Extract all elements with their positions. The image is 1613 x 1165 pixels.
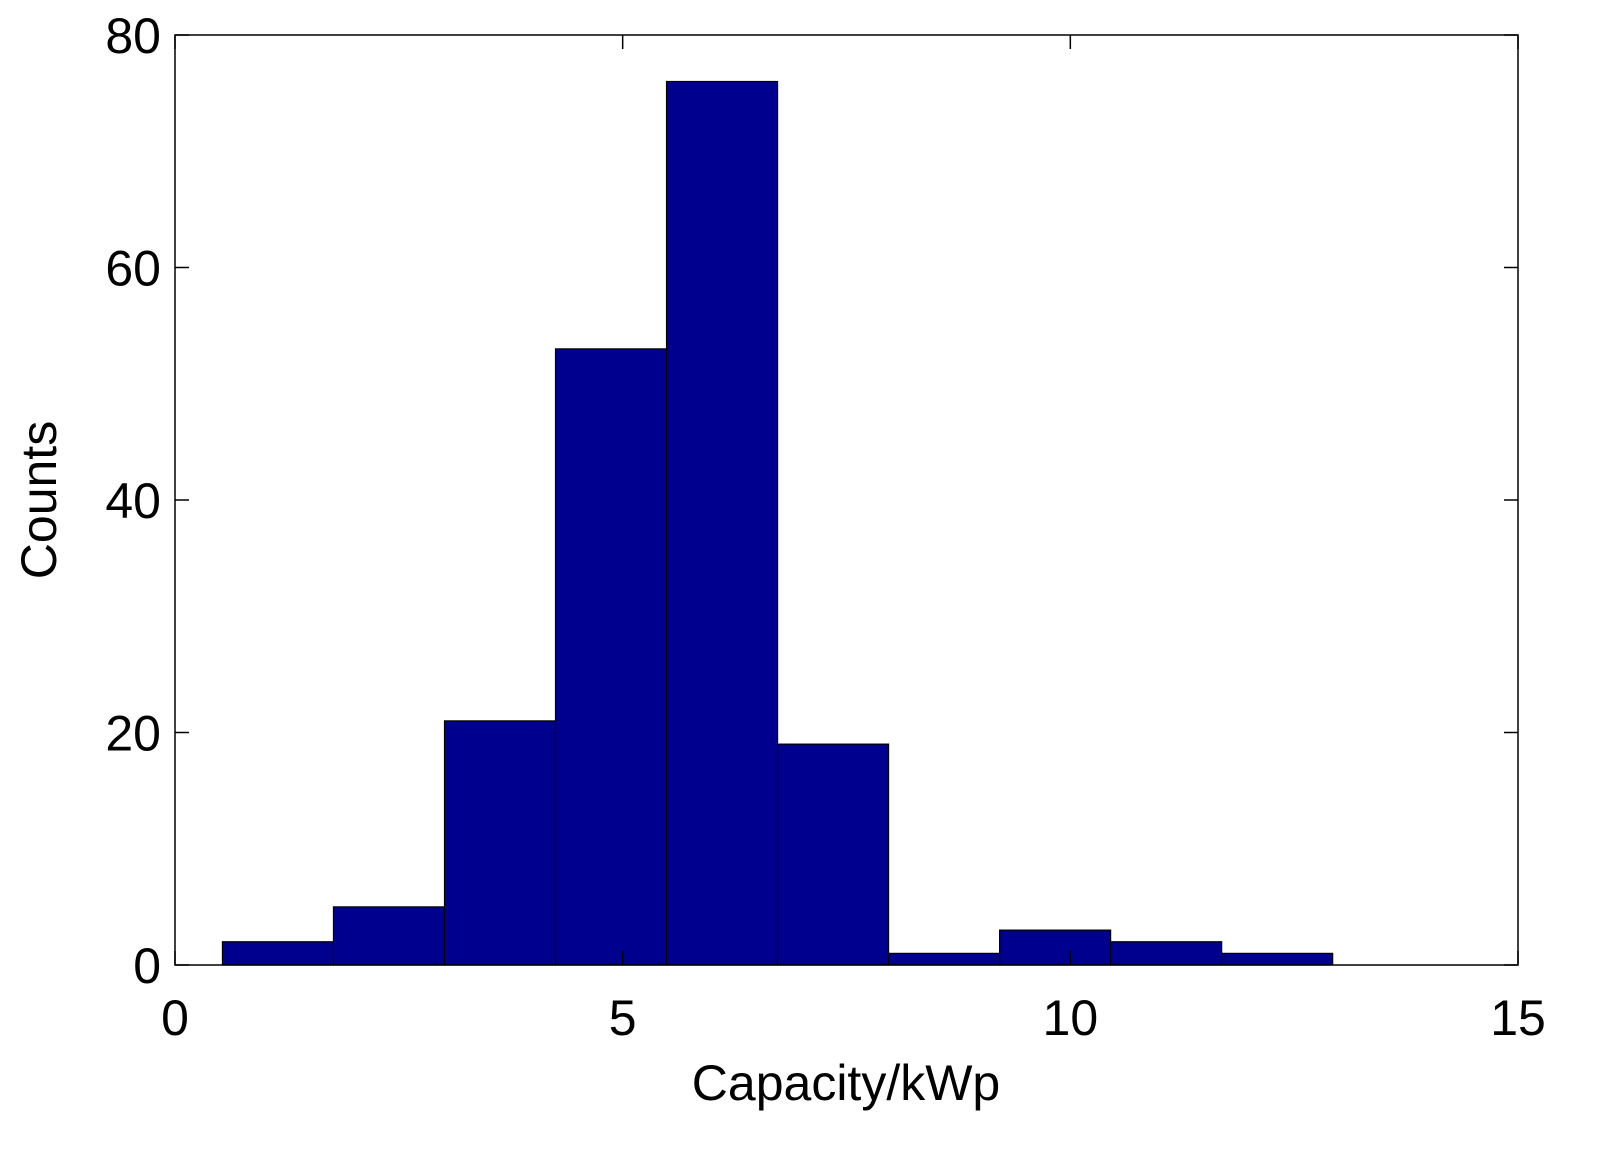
x-axis-label: Capacity/kWp [692,1055,1000,1111]
bar [665,80,779,966]
y-axis-label: Counts [11,421,67,579]
bar [776,743,890,966]
y-tick-label: 60 [105,241,161,297]
bar [443,720,557,966]
bar [1110,941,1223,966]
x-tick-label: 15 [1490,990,1546,1046]
y-tick-label: 40 [105,473,161,529]
bar [221,941,335,966]
x-tick-label: 5 [609,990,637,1046]
y-tick-label: 20 [105,706,161,762]
y-tick-label: 80 [105,8,161,64]
bar [999,929,1112,966]
x-tick-label: 10 [1043,990,1099,1046]
bar [887,952,1001,966]
bar [332,906,446,966]
y-tick-label: 0 [133,938,161,994]
bar [1221,952,1334,966]
bar [554,348,668,966]
x-tick-label: 0 [161,990,189,1046]
